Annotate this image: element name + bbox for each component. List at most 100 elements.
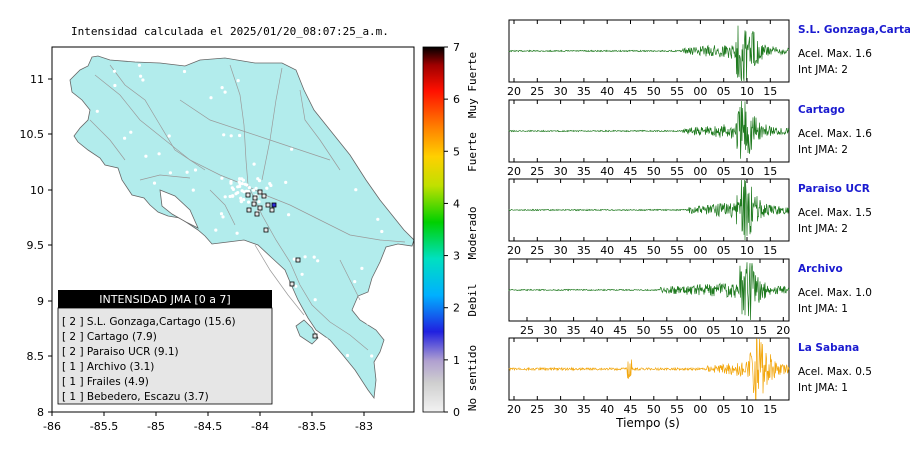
station-dot [167, 134, 171, 138]
y-tick-label: 8.5 [27, 350, 45, 363]
station-dot [238, 184, 242, 188]
station-dot [228, 194, 232, 199]
waveform-accel: Acel. Max. 0.5 [798, 366, 872, 378]
waveform-tick-label: 15 [763, 165, 777, 178]
station-dot [366, 321, 370, 325]
waveform-tick-label: 20 [507, 244, 521, 257]
y-tick-label: 10 [30, 184, 44, 197]
waveform-tick-label: 10 [730, 324, 744, 337]
station-dot [290, 147, 294, 151]
waveform-tick-label: 55 [670, 403, 684, 416]
station-dot [376, 217, 380, 221]
colorbar-tick-label: 6 [453, 93, 460, 106]
legend-entry: [ 2 ] Paraiso UCR (9.1) [62, 346, 179, 358]
station-dot [242, 190, 246, 194]
waveform-tick-label: 25 [520, 324, 534, 337]
waveform-tick-label: 10 [740, 403, 754, 416]
waveform-tick-label: 00 [693, 165, 707, 178]
waveform-panels: 20 25 30 35 40 45 50 55 00 05 10 15 S.L. Gonzaga,Car… [507, 19, 910, 416]
colorbar-label: Fuerte [466, 132, 479, 172]
waveform-tick-label: 00 [683, 324, 697, 337]
legend-entry: [ 1 ] Archivo (3.1) [62, 361, 154, 373]
waveform-tick-label: 55 [670, 165, 684, 178]
waveform-tick-label: 20 [507, 403, 521, 416]
legend-entry: [ 1 ] Frailes (4.9) [62, 376, 149, 388]
station-marker [263, 227, 269, 233]
waveform-tick-label: 35 [567, 324, 581, 337]
station-dot [238, 133, 242, 138]
waveform-station-name: Paraiso UCR [798, 183, 870, 195]
station-dot [219, 212, 224, 216]
station-dot [112, 69, 117, 73]
station-dot [313, 298, 317, 302]
station-marker [257, 189, 263, 195]
station-dot [380, 229, 384, 234]
waveform-station-name: La Sabana [798, 342, 859, 354]
station-dot [107, 170, 111, 174]
map-y-axis: 11 10.5 10 9.5 9 8.5 8 [20, 73, 52, 419]
waveform-tick-label: 20 [507, 165, 521, 178]
waveform-tick-label: 55 [660, 324, 674, 337]
station-dot [268, 182, 272, 186]
station-dot [223, 90, 227, 94]
station-dot [252, 162, 256, 166]
station-dot [294, 284, 298, 288]
colorbar-tick-label: 3 [453, 250, 460, 263]
station-dot [137, 63, 141, 67]
waveform-tick-label: 50 [637, 324, 651, 337]
station-dot [257, 200, 261, 204]
station-dot [287, 213, 291, 217]
station-marker [251, 201, 257, 207]
waveform-accel: Acel. Max. 1.6 [798, 48, 872, 60]
waveform-line [508, 338, 790, 400]
station-dot [129, 130, 133, 134]
waveform-tick-label: 35 [577, 85, 591, 98]
station-dot [182, 69, 187, 74]
station-marker [312, 333, 318, 339]
colorbar-labels: Muy Fuerte Fuerte Moderado Debil No sent… [466, 52, 479, 411]
station-dot [245, 183, 249, 187]
station-dot [360, 266, 364, 270]
station-dot [220, 86, 224, 90]
map-title: Intensidad calculada el 2025/01/20_08:07… [71, 25, 389, 38]
station-dot [95, 109, 99, 113]
waveform-tick-label: 30 [554, 165, 568, 178]
waveform-jma: Int JMA: 2 [798, 144, 848, 156]
waveform-tick-label: 40 [600, 403, 614, 416]
x-tick-label: -84 [251, 420, 269, 433]
waveform-tick-label: 05 [706, 324, 720, 337]
station-marker [271, 202, 277, 208]
station-dot [193, 168, 198, 172]
station-dot [124, 196, 128, 200]
waveform-panel: 20 25 30 35 40 45 50 55 00 05 10 15 S.L. Gonzaga,Car… [507, 19, 910, 98]
station-dot [241, 178, 245, 182]
waveform-tick-label: 05 [717, 85, 731, 98]
waveform-accel: Acel. Max. 1.5 [798, 207, 872, 219]
waveform-tick-label: 45 [624, 165, 638, 178]
x-tick-label: -85 [147, 420, 165, 433]
station-dot [300, 272, 304, 276]
waveform-line [508, 262, 790, 321]
land-shape [69, 55, 415, 400]
station-marker [289, 281, 295, 287]
station-marker [245, 192, 251, 198]
waveform-tick-label: 15 [763, 244, 777, 257]
waveform-tick-label: 05 [717, 403, 731, 416]
waveform-accel: Acel. Max. 1.6 [798, 128, 872, 140]
station-dot [353, 280, 357, 284]
waveform-tick-label: 50 [647, 244, 661, 257]
station-dot [239, 199, 243, 203]
waveform-panel: 20 25 30 35 40 45 50 55 00 05 10 15 Paraiso UCR Acel.… [507, 178, 872, 257]
station-dot [209, 96, 213, 100]
waveform-panel: 20 25 30 35 40 45 50 55 00 05 10 15 Cartago Acel. Max… [507, 99, 872, 178]
station-marker [257, 205, 263, 211]
station-dot [113, 83, 117, 88]
x-tick-label: -83.5 [298, 420, 326, 433]
waveform-tick-label: 15 [753, 324, 767, 337]
station-dot [303, 255, 307, 259]
station-dot [237, 180, 241, 184]
station-markers [245, 189, 318, 339]
colorbar-tick-label: 7 [453, 41, 460, 54]
station-dot [168, 171, 172, 175]
waveform-tick-label: 00 [693, 85, 707, 98]
